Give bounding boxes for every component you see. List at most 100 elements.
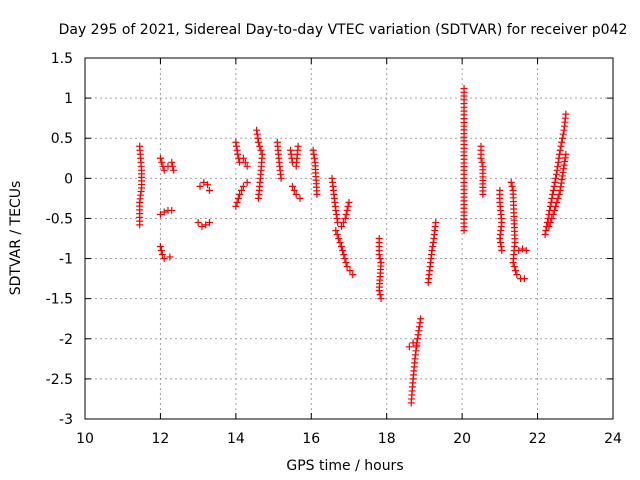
- data-point: [428, 247, 436, 255]
- data-point: [233, 146, 241, 154]
- data-point: [158, 158, 166, 166]
- data-point: [460, 226, 468, 234]
- data-point: [409, 339, 417, 347]
- data-point: [552, 202, 560, 210]
- y-tick-label: -2: [59, 332, 73, 348]
- data-point: [287, 150, 295, 158]
- data-point: [287, 146, 295, 154]
- data-point: [233, 198, 241, 206]
- data-point: [241, 158, 249, 166]
- data-point: [335, 235, 343, 242]
- data-point: [232, 142, 240, 150]
- data-point: [198, 222, 206, 230]
- x-tick-label: 14: [227, 431, 245, 447]
- data-point: [157, 247, 165, 255]
- data-point: [333, 214, 341, 222]
- data-point: [415, 327, 423, 335]
- data-point: [551, 206, 559, 214]
- data-point: [337, 222, 345, 230]
- data-point: [288, 182, 296, 190]
- data-point: [205, 186, 213, 194]
- data-point: [515, 247, 523, 255]
- data-point: [554, 194, 562, 202]
- data-point: [156, 243, 164, 251]
- x-tick-label: 12: [152, 431, 170, 447]
- data-point: [549, 190, 557, 198]
- data-point: [168, 206, 176, 214]
- data-point: [202, 221, 210, 229]
- data-point: [496, 239, 504, 247]
- data-point: [343, 206, 351, 214]
- data-point: [405, 343, 413, 351]
- data-point: [558, 138, 566, 146]
- data-point: [498, 247, 506, 255]
- x-tick-label: 16: [302, 431, 320, 447]
- data-point: [253, 130, 261, 138]
- data-point: [432, 218, 440, 226]
- data-point: [477, 154, 485, 162]
- data-point: [332, 226, 340, 234]
- data-point: [376, 255, 384, 263]
- data-point: [554, 162, 562, 170]
- data-point: [339, 218, 347, 226]
- data-point: [342, 259, 350, 267]
- data-point: [546, 218, 554, 226]
- data-point: [196, 182, 204, 190]
- grid-lines: [85, 58, 613, 419]
- data-point: [170, 166, 178, 174]
- data-point: [204, 181, 212, 189]
- data-point: [341, 255, 349, 263]
- data-point: [551, 178, 559, 186]
- x-tick-label: 24: [604, 431, 622, 447]
- data-point: [414, 335, 422, 343]
- y-tick-label: -1.5: [46, 292, 73, 308]
- data-point: [254, 138, 262, 146]
- data-point: [556, 146, 564, 154]
- data-point: [243, 178, 251, 186]
- y-tick-label: -1: [59, 252, 73, 268]
- data-point: [336, 239, 344, 247]
- x-tick-label: 20: [453, 431, 471, 447]
- data-point: [156, 154, 164, 162]
- data-point: [253, 126, 261, 134]
- data-point: [549, 210, 557, 218]
- data-point: [508, 182, 516, 190]
- x-axis-label: GPS time / hours: [286, 458, 403, 474]
- data-point: [234, 150, 242, 158]
- data-point: [294, 142, 302, 150]
- data-point: [333, 230, 341, 238]
- data-point: [309, 146, 317, 154]
- data-point: [556, 150, 564, 158]
- data-point: [239, 154, 247, 162]
- data-point: [557, 142, 565, 150]
- x-tick-label: 18: [378, 431, 396, 447]
- data-point: [160, 255, 168, 263]
- data-point: [417, 315, 425, 323]
- data-point: [548, 194, 556, 202]
- axis-ticks: -3 -2.5 -2 -1.5 -1 -0.5 0 0.5 1 1.5 10 12 14 16 18 20 22…: [46, 51, 622, 447]
- data-point: [239, 182, 247, 190]
- data-point: [236, 190, 244, 198]
- data-point: [232, 138, 240, 146]
- data-point: [559, 130, 567, 138]
- data-point: [562, 150, 570, 158]
- data-point: [232, 202, 240, 210]
- data-point: [160, 208, 168, 216]
- data-point: [349, 271, 357, 279]
- data-point: [243, 162, 251, 170]
- data-point: [510, 263, 518, 271]
- data-point: [479, 190, 487, 198]
- data-point: [194, 218, 202, 226]
- data-point: [507, 178, 515, 186]
- data-point: [496, 235, 504, 242]
- data-point: [238, 186, 246, 194]
- data-point: [313, 190, 321, 198]
- data-point: [346, 267, 354, 275]
- data-point: [414, 331, 422, 339]
- chart-title: Day 295 of 2021, Sidereal Day-to-day VTE…: [59, 22, 628, 38]
- data-point: [542, 226, 550, 234]
- y-tick-label: -2.5: [46, 372, 73, 388]
- data-point: [497, 243, 505, 251]
- data-point: [310, 150, 318, 158]
- data-point: [292, 190, 300, 198]
